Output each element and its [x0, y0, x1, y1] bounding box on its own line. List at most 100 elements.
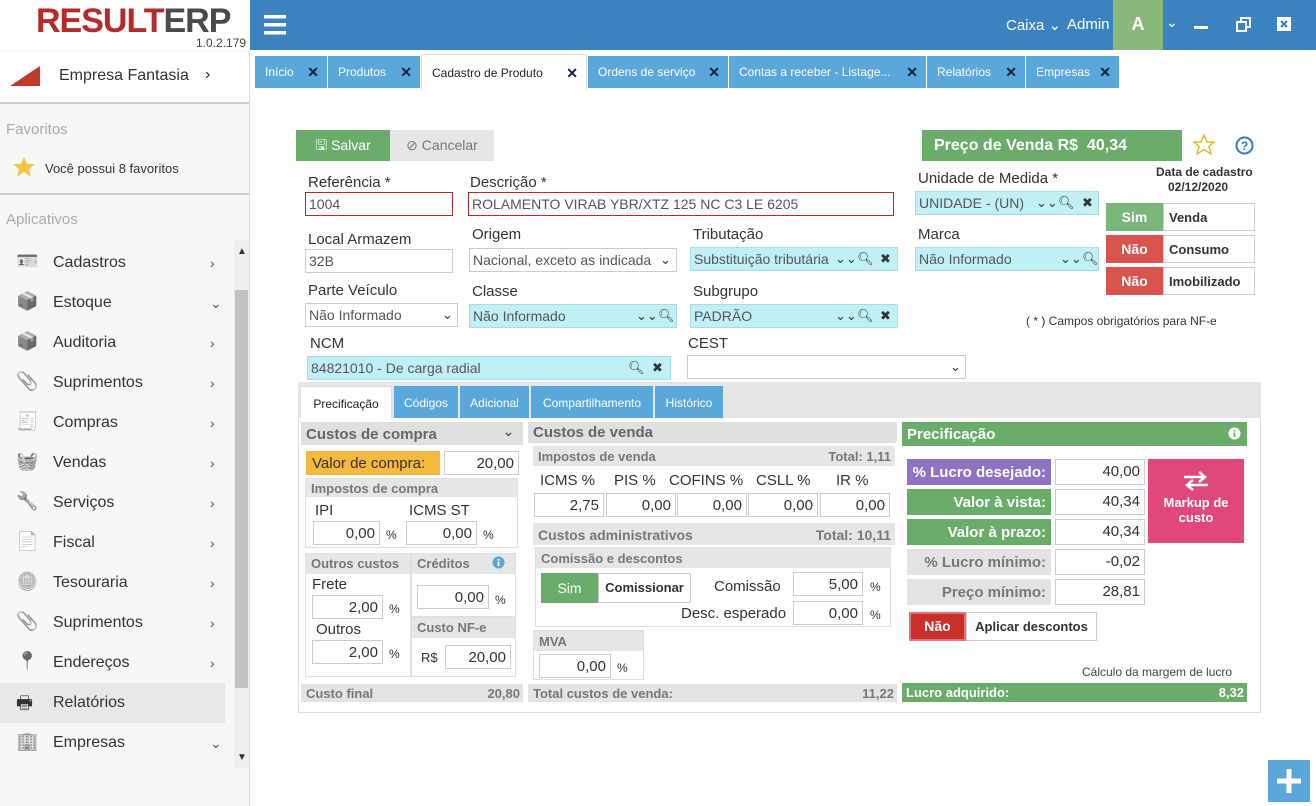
close-icon[interactable]: ✕: [307, 64, 319, 80]
cest-select[interactable]: ⌄: [687, 355, 966, 379]
restore-icon[interactable]: [1236, 17, 1252, 33]
close-icon[interactable]: ✕: [400, 64, 412, 80]
sidebar-item-empresas[interactable]: 🏢 Empresas ⌄: [0, 723, 225, 763]
admin-costs-total: Total: 10,11: [815, 527, 891, 543]
minimize-icon[interactable]: [1194, 26, 1208, 29]
help-icon[interactable]: ?: [1235, 136, 1254, 155]
apply-discounts-toggle[interactable]: Não: [909, 612, 966, 641]
flag-label: Consumo: [1163, 235, 1255, 263]
credits-input[interactable]: 0,00: [417, 585, 489, 609]
sidebar-item-fiscal[interactable]: 📄 Fiscal ›: [0, 523, 225, 563]
subtab-0[interactable]: Precificação: [300, 386, 392, 418]
sale-tax-input[interactable]: 2,75: [534, 493, 604, 517]
close-icon[interactable]: ✕: [1099, 64, 1111, 80]
cash-price-input[interactable]: 40,34: [1055, 489, 1145, 515]
markup-button[interactable]: Markup de custo: [1148, 459, 1244, 543]
sale-costs-total-row: Total custos de venda: 11,22: [528, 684, 897, 702]
subtab-1[interactable]: Códigos: [394, 386, 458, 418]
favorites-count[interactable]: Você possui 8 favoritos: [45, 161, 179, 176]
minimum-profit-input[interactable]: -0,02: [1055, 549, 1145, 575]
sidebar-item-suprimentos[interactable]: 📎 Suprimentos ›: [0, 363, 225, 403]
cashier-menu[interactable]: Caixa ⌄: [1006, 17, 1062, 34]
apply-discounts-button[interactable]: Aplicar descontos: [966, 612, 1097, 641]
vehicle-part-select[interactable]: Não Informado ⌄: [305, 303, 458, 327]
close-icon[interactable]: ✕: [566, 65, 578, 81]
tab-2[interactable]: Cadastro de Produto ✕: [421, 54, 587, 90]
subtab-2[interactable]: Adicional: [460, 386, 529, 418]
menu-hamburger-icon[interactable]: [264, 14, 288, 36]
commission-input[interactable]: 5,00: [793, 572, 863, 596]
tab-0[interactable]: Início ✕: [255, 56, 327, 88]
subgroup-select[interactable]: PADRÃO ⌄⌄ 🔍︎ ✖: [690, 304, 898, 328]
nfe-cost-input[interactable]: 20,00: [445, 645, 511, 669]
sidebar-item-auditoria[interactable]: 📦 Auditoria ›: [0, 323, 225, 363]
taxation-select[interactable]: Substituição tributária ⌄⌄ 🔍︎ ✖: [690, 247, 898, 271]
sale-tax-input[interactable]: 0,00: [606, 493, 676, 517]
close-window-icon[interactable]: [1277, 17, 1291, 31]
unit-select[interactable]: UNIDADE - (UN) ⌄⌄ 🔍︎ ✖: [915, 191, 1099, 215]
term-price-input[interactable]: 40,34: [1055, 519, 1145, 545]
ncm-select[interactable]: 84821010 - De carga radial 🔍︎ ✖: [307, 356, 671, 380]
sidebar-item-tesouraria[interactable]: 🪙 Tesouraria ›: [0, 563, 225, 603]
minimum-price-input[interactable]: 28,81: [1055, 579, 1145, 605]
commission-toggle[interactable]: Sim: [541, 573, 598, 603]
purchase-costs-header[interactable]: Custos de compra ⌄: [301, 422, 523, 445]
mva-header: MVA: [534, 631, 643, 651]
avatar[interactable]: A: [1113, 0, 1163, 50]
tab-1[interactable]: Produtos ✕: [328, 56, 420, 88]
reference-input[interactable]: 1004: [305, 192, 453, 216]
sidebar-item-suprimentos[interactable]: 📎 Suprimentos ›: [0, 603, 225, 643]
coins-icon: 🪙: [16, 571, 39, 591]
chevron-down-icon[interactable]: ⌄: [1166, 14, 1178, 30]
sidebar-item-relatorios[interactable]: 🖶 Relatórios: [0, 683, 225, 723]
sidebar-item-cadastros[interactable]: 🪪 Cadastros ›: [0, 243, 225, 283]
desired-profit-input[interactable]: 40,00: [1055, 459, 1145, 485]
taxation-label: Tributação: [693, 226, 764, 243]
class-select[interactable]: Não Informado ⌄⌄ 🔍︎: [469, 304, 677, 328]
storage-input[interactable]: 32B: [305, 249, 453, 273]
sidebar-item-estoque[interactable]: 📦 Estoque ⌄: [0, 283, 225, 323]
user-menu[interactable]: Admin: [1067, 16, 1110, 33]
scroll-down-icon[interactable]: ▼: [237, 752, 247, 763]
close-icon[interactable]: ✕: [708, 64, 720, 80]
close-icon[interactable]: ✕: [1005, 64, 1017, 80]
description-input[interactable]: ROLAMENTO VIRAB YBR/XTZ 125 NC C3 LE 620…: [468, 192, 894, 216]
purchase-value-input[interactable]: 20,00: [444, 451, 519, 475]
sidebar-item-servicos[interactable]: 🔧 Serviços ›: [0, 483, 225, 523]
expected-discount-input[interactable]: 0,00: [793, 601, 863, 625]
cancel-button[interactable]: ⊘ Cancelar: [390, 130, 494, 161]
sidebar-scroll-thumb[interactable]: [235, 290, 248, 688]
mva-input[interactable]: 0,00: [539, 654, 611, 678]
ipi-input[interactable]: 0,00: [313, 521, 380, 545]
favorite-star-icon[interactable]: [1193, 134, 1215, 155]
add-button[interactable]: [1268, 760, 1310, 802]
sale-tax-input[interactable]: 0,00: [820, 493, 890, 517]
sale-tax-label: PIS %: [614, 472, 656, 489]
icms-st-input[interactable]: 0,00: [406, 521, 477, 545]
save-button[interactable]: 🖫 Salvar: [296, 130, 390, 161]
flag-toggle[interactable]: Não: [1106, 267, 1163, 295]
commission-button[interactable]: Comissionar: [598, 573, 691, 603]
tab-6[interactable]: Empresas ✕: [1026, 56, 1119, 88]
brand-select[interactable]: Não Informado ⌄⌄ 🔍︎: [915, 247, 1099, 271]
others-input[interactable]: 2,00: [312, 640, 383, 664]
chevron-icon: ›: [210, 375, 215, 391]
sale-tax-input[interactable]: 0,00: [748, 493, 818, 517]
sidebar-item-compras[interactable]: 🧾 Compras ›: [0, 403, 225, 443]
sidebar-item-enderecos[interactable]: 📍 Endereços ›: [0, 643, 225, 683]
sidebar-item-vendas[interactable]: 🧺 Vendas ›: [0, 443, 225, 483]
tab-3[interactable]: Ordens de serviço ✕: [588, 56, 728, 88]
close-icon[interactable]: ✕: [906, 64, 918, 80]
tab-5[interactable]: Relatórios ✕: [927, 56, 1025, 88]
subtab-4[interactable]: Histórico: [655, 386, 723, 418]
scroll-up-icon[interactable]: ▲: [237, 246, 247, 257]
origin-select[interactable]: Nacional, exceto as indicada ⌄: [469, 248, 677, 272]
subtab-3[interactable]: Compartilhamento: [531, 386, 653, 418]
flag-toggle[interactable]: Não: [1106, 235, 1163, 263]
tab-4[interactable]: Contas a receber - Listage... ✕: [729, 56, 926, 88]
company-selector[interactable]: Empresa Fantasia ›: [0, 52, 249, 102]
flag-toggle[interactable]: Sim: [1106, 203, 1163, 231]
freight-input[interactable]: 2,00: [312, 595, 383, 619]
sale-tax-input[interactable]: 0,00: [677, 493, 747, 517]
boxes-icon: 📦: [16, 331, 39, 351]
